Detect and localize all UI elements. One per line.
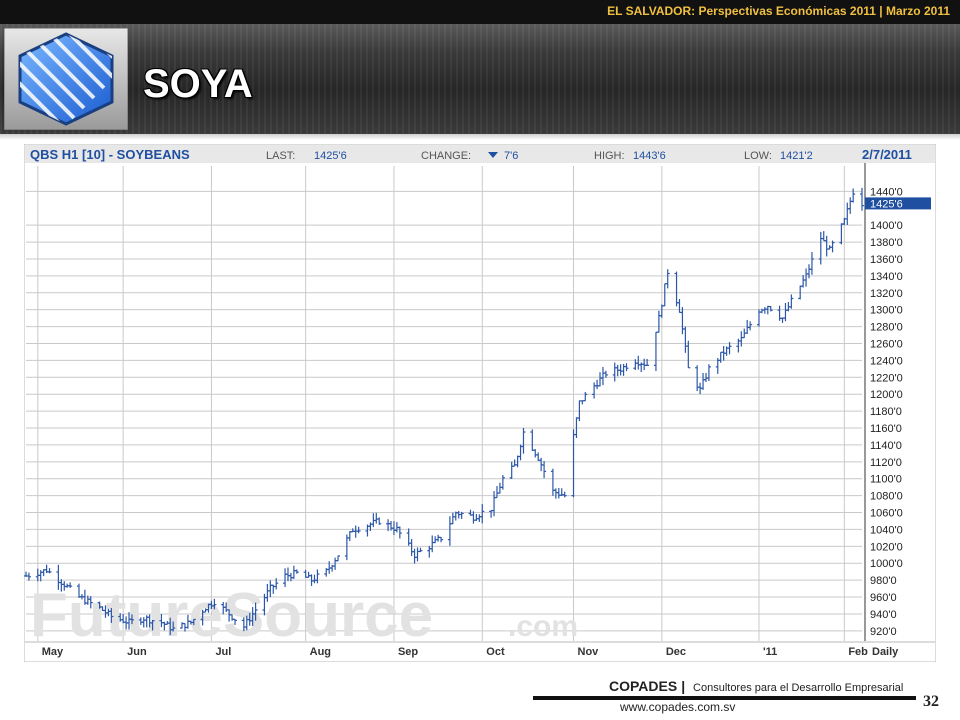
y-tick-label: 1040'0 (870, 524, 903, 536)
y-tick-label: 1000'0 (870, 558, 903, 570)
x-tick-label: Sep (398, 646, 418, 658)
banner-divider (0, 134, 960, 140)
y-tick-label: 1240'0 (870, 355, 903, 367)
title-banner (0, 24, 960, 134)
x-tick-label: Oct (486, 646, 505, 658)
y-tick-label: 1060'0 (870, 508, 903, 520)
y-tick-label: 1340'0 (870, 271, 903, 283)
x-tick-label: Feb (848, 646, 868, 658)
y-tick-label: 1260'0 (870, 338, 903, 350)
last-value: 1425'6 (314, 150, 347, 162)
chart-header-bar (25, 145, 935, 163)
last-label: LAST: (266, 150, 295, 162)
x-tick-label: Dec (666, 646, 686, 658)
y-tick-label: 1160'0 (870, 423, 902, 435)
footer-rule (533, 696, 916, 700)
y-tick-label: 1080'0 (870, 491, 903, 503)
x-tick-label: '11 (763, 646, 777, 658)
footer-tagline: Consultores para el Desarrollo Empresari… (693, 682, 904, 694)
footer-separator: | (681, 678, 686, 694)
y-tick-label: 960'0 (870, 592, 897, 604)
soybean-price-chart: QBS H1 [10] - SOYBEANS LAST: 1425'6 CHAN… (23, 143, 937, 663)
y-tick-label: 1180'0 (870, 406, 902, 418)
x-tick-label: Jul (215, 646, 231, 658)
footer-url: www.copades.com.sv (620, 700, 736, 714)
top-bar: EL SALVADOR: Perspectivas Económicas 201… (0, 0, 960, 24)
y-tick-label: 1380'0 (870, 237, 903, 249)
y-tick-label: 1400'0 (870, 220, 903, 232)
page-number: 32 (923, 693, 939, 710)
chart-symbol: QBS H1 [10] - SOYBEANS (30, 147, 190, 162)
y-tick-label: 1140'0 (870, 440, 902, 452)
watermark-suffix: .com (508, 610, 578, 643)
x-tick-label: May (42, 646, 64, 658)
price-bars (24, 187, 864, 636)
footer-brand-line: COPADES | Consultores para el Desarrollo … (609, 678, 903, 694)
y-tick-label: 940'0 (870, 609, 897, 621)
footer-brand: COPADES (609, 678, 678, 694)
y-tick-label: 1320'0 (870, 288, 903, 300)
change-value: 7'6 (504, 150, 518, 162)
chart-svg: QBS H1 [10] - SOYBEANS LAST: 1425'6 CHAN… (23, 143, 937, 663)
y-tick-label: 920'0 (870, 626, 897, 638)
copades-logo (3, 27, 129, 131)
current-price-tag: 1425'6 (865, 197, 931, 210)
y-axis-labels: 920'0 940'0 960'0 980'0 1000'0 1020'0 1040'0 10… (870, 186, 903, 638)
change-label: CHANGE: (421, 150, 471, 162)
x-tick-label: Nov (578, 646, 600, 658)
copades-hexagon-logo-icon (3, 27, 129, 131)
y-tick-label: 1280'0 (870, 322, 903, 334)
presentation-title: EL SALVADOR: Perspectivas Económicas 201… (607, 4, 950, 18)
x-axis-labels: May Jun Jul Aug Sep Oct Nov Dec '11 Feb (42, 646, 868, 658)
banner-texture (0, 24, 960, 134)
grid-lines (26, 163, 866, 641)
y-tick-label: 1360'0 (870, 254, 903, 266)
low-value: 1421'2 (780, 150, 813, 162)
y-tick-label: 1100'0 (870, 474, 902, 486)
x-tick-label: Jun (127, 646, 147, 658)
low-label: LOW: (744, 150, 772, 162)
y-tick-label: 980'0 (870, 575, 897, 587)
interval-label: Daily (872, 646, 899, 658)
y-tick-label: 1440'0 (870, 186, 903, 198)
y-tick-label: 1220'0 (870, 372, 903, 384)
x-tick-label: Aug (310, 646, 331, 658)
high-label: HIGH: (594, 150, 625, 162)
change-down-arrow-icon (488, 152, 498, 158)
high-value: 1443'6 (633, 150, 666, 162)
y-tick-label: 1200'0 (870, 389, 903, 401)
price-tag-box (865, 197, 931, 210)
price-tag-text: 1425'6 (870, 198, 903, 210)
y-tick-label: 1020'0 (870, 541, 903, 553)
y-tick-label: 1120'0 (870, 457, 902, 469)
y-tick-label: 1300'0 (870, 305, 903, 317)
chart-date: 2/7/2011 (862, 147, 912, 162)
slide-title: SOYA (143, 62, 253, 106)
